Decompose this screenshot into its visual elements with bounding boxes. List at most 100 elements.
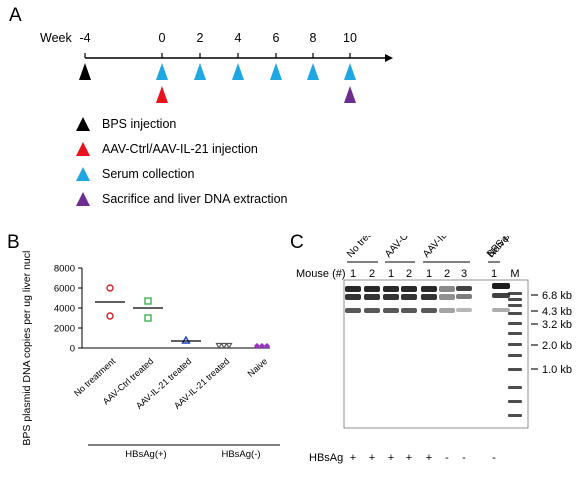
timeline-diagram: Week -4 0 2 4 6 8 10 [0,0,587,110]
blot-band [364,308,380,313]
blue-triangle-icon [344,63,356,80]
blot-image [344,280,528,428]
blot-band [383,286,399,292]
legend-label: Serum collection [102,167,194,181]
lane-label: 2 [406,268,412,280]
size-markers: 6.8 kb 4.3 kb3.2 kb 2.0 kb 1.0 kb [531,290,572,376]
data-points [95,285,270,349]
mouse-label: Mouse (#) [296,268,346,280]
hbsag-status: - [462,452,466,464]
ladder-band [508,304,522,307]
ladder-band [508,368,522,371]
lane-label: 1 [491,268,497,280]
blue-triangle-icon [270,63,282,80]
y-tick-label: 4000 [54,304,75,315]
week-label: Week [40,31,72,45]
plasmid-band [492,283,510,289]
blot-group-label: AAV-IL21 treated [421,236,480,260]
size-marker-label: 3.2 kb [542,319,572,331]
blot-band [421,308,437,313]
scatter-chart: BPS plasmid DNA copies per ug liver nucl… [0,250,290,477]
hbsag-status: + [426,452,432,464]
size-marker-label: 1.0 kb [542,364,572,376]
ladder-band [508,414,522,417]
purple-triangle-icon [76,192,90,206]
blot-band [439,308,455,313]
lane-label: 1 [426,268,432,280]
group-labels: HBsAg(+) HBsAg(-) [88,445,280,460]
data-point [183,337,190,343]
data-point [145,298,151,304]
ladder-band [508,354,522,357]
blot-group-label: No treatment [345,236,392,260]
hbsag-status: + [406,452,412,464]
y-tick-label: 6000 [54,284,75,295]
purple-triangle-icon [344,86,356,103]
tick-label: 10 [343,31,357,45]
tick-label: 6 [273,31,280,45]
blue-triangle-icon [307,63,319,80]
tick-label: 2 [197,31,204,45]
timeline-arrowhead [385,54,393,62]
lane-label: 2 [369,268,375,280]
blot-band [383,308,399,313]
y-tick-label: 8000 [54,264,75,275]
legend-item-sacrifice: Sacrifice and liver DNA extraction [76,190,288,208]
y-axis: 0 2000 4000 6000 8000 [54,264,82,355]
lane-label: M [510,268,519,280]
blot-band [345,286,361,292]
y-tick-label: 0 [70,344,75,355]
group-label: HBsAg(-) [221,449,260,460]
data-point [145,315,151,321]
data-point [222,344,227,349]
size-marker-label: 6.8 kb [542,290,572,302]
plasmid-band [492,293,510,298]
blot-band [456,286,472,291]
red-triangle-icon [156,86,168,103]
blot-band [345,294,361,300]
data-point [227,344,232,349]
y-axis-label: BPS plasmid DNA copies per ug liver nucl… [21,250,33,446]
hbsag-status: - [445,452,449,464]
blue-triangle-icon [194,63,206,80]
black-triangle-icon [79,63,91,80]
hbsag-status: + [369,452,375,464]
legend-label: BPS injection [102,117,176,131]
hbsag-status: - [492,452,496,464]
ladder-band [508,343,522,346]
red-triangle-icon [76,142,90,156]
blot-band [421,286,437,292]
tick-label: 8 [310,31,317,45]
ladder-band [508,322,522,325]
blue-triangle-icon [156,63,168,80]
ladder-band [508,312,522,315]
tick-label: -4 [79,31,90,45]
legend-label: Sacrifice and liver DNA extraction [102,192,288,206]
size-marker-label: 4.3 kb [542,306,572,318]
data-point [217,344,222,349]
data-point [107,313,113,319]
blot-band [439,294,455,300]
lane-label: 2 [444,268,450,280]
blot-band [401,286,417,292]
lane-label: 1 [350,268,356,280]
hbsag-status: + [388,452,394,464]
ladder-band [508,292,522,295]
group-label: HBsAg(+) [125,449,166,460]
data-point [107,285,113,291]
blot-band [421,294,437,300]
ladder-band [508,332,522,335]
tick-label: 0 [159,31,166,45]
blot-band [456,308,472,312]
blot-band [383,294,399,300]
hbsag-status: + [350,452,356,464]
tick-label: 4 [235,31,242,45]
lane-label: 3 [461,268,467,280]
legend-label: AAV-Ctrl/AAV-IL-21 injection [102,142,258,156]
plasmid-band [492,308,510,312]
x-tick-label: Naive [246,356,270,379]
legend-item-bps: BPS injection [76,115,176,133]
